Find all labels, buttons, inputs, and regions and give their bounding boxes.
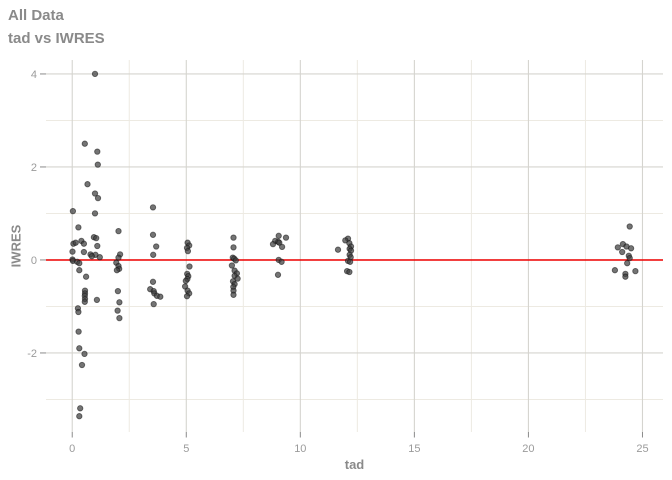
data-point xyxy=(230,244,237,251)
y-tick-label: -2 xyxy=(27,348,37,360)
data-point xyxy=(150,300,157,308)
x-tick-label: 5 xyxy=(183,443,189,455)
data-point xyxy=(94,194,102,202)
data-point xyxy=(82,273,90,280)
data-point xyxy=(72,239,79,246)
data-point xyxy=(84,181,91,188)
data-point xyxy=(346,268,353,276)
data-point xyxy=(91,70,99,78)
data-point xyxy=(96,254,103,261)
data-point xyxy=(282,234,290,241)
chart-title: All Data xyxy=(8,7,64,24)
data-point xyxy=(76,345,83,352)
y-tick-label: 4 xyxy=(31,69,37,81)
data-point xyxy=(116,314,123,322)
data-point xyxy=(624,260,631,267)
data-point xyxy=(93,234,100,242)
data-point xyxy=(276,239,283,246)
data-point xyxy=(94,242,101,250)
data-point xyxy=(81,298,88,305)
data-point xyxy=(182,277,189,285)
data-point xyxy=(94,161,101,168)
data-point xyxy=(76,413,83,420)
data-point xyxy=(94,148,101,155)
x-tick-label: 15 xyxy=(408,443,420,455)
data-point xyxy=(626,223,633,230)
x-axis-title: tad xyxy=(344,457,365,472)
data-point xyxy=(186,263,193,270)
x-tick-label: 25 xyxy=(636,443,648,455)
data-point xyxy=(346,258,354,265)
data-point xyxy=(149,278,157,285)
data-point xyxy=(75,328,82,335)
chart-subtitle: tad vs IWRES xyxy=(8,30,105,47)
data-point xyxy=(77,405,84,412)
y-axis-title: IWRES xyxy=(8,224,24,268)
data-point xyxy=(115,227,122,235)
data-point xyxy=(157,293,164,300)
data-point xyxy=(183,293,191,300)
data-point xyxy=(114,307,121,314)
y-tick-label: 0 xyxy=(31,255,37,267)
data-point xyxy=(228,262,236,269)
data-point xyxy=(627,245,635,252)
data-point xyxy=(274,271,282,278)
data-point xyxy=(614,244,621,251)
data-point xyxy=(113,267,121,274)
data-point xyxy=(184,247,192,255)
data-point xyxy=(278,243,286,251)
data-point xyxy=(81,350,88,358)
y-tick-label: 2 xyxy=(31,162,37,174)
data-point xyxy=(230,234,237,241)
data-point xyxy=(619,248,626,256)
data-point xyxy=(76,260,83,267)
x-tick-label: 10 xyxy=(294,443,306,455)
data-point xyxy=(115,254,122,261)
data-point xyxy=(622,273,629,280)
data-point xyxy=(80,248,88,256)
data-point xyxy=(275,232,282,239)
x-tick-label: 20 xyxy=(522,443,534,455)
data-point xyxy=(78,361,86,369)
data-point xyxy=(230,291,237,298)
data-point xyxy=(334,246,342,253)
data-point xyxy=(91,210,99,217)
data-point xyxy=(278,258,285,265)
data-point xyxy=(149,204,157,211)
data-point xyxy=(232,257,239,264)
x-tick-label: 0 xyxy=(69,443,75,455)
data-point xyxy=(153,243,160,250)
data-point xyxy=(116,299,123,306)
data-point xyxy=(80,240,88,247)
data-point xyxy=(76,267,83,274)
data-point xyxy=(91,190,99,197)
data-point xyxy=(611,267,619,274)
data-point xyxy=(88,253,95,260)
data-point xyxy=(632,267,639,275)
data-point xyxy=(69,207,77,215)
data-point xyxy=(234,275,241,282)
data-point xyxy=(81,140,88,147)
data-point xyxy=(93,296,101,304)
data-point xyxy=(626,254,633,262)
data-point xyxy=(269,240,277,248)
data-point xyxy=(149,231,157,238)
data-point xyxy=(69,248,76,255)
data-point xyxy=(75,308,82,316)
data-point xyxy=(114,287,122,295)
data-point xyxy=(150,251,157,258)
data-point xyxy=(75,224,82,231)
